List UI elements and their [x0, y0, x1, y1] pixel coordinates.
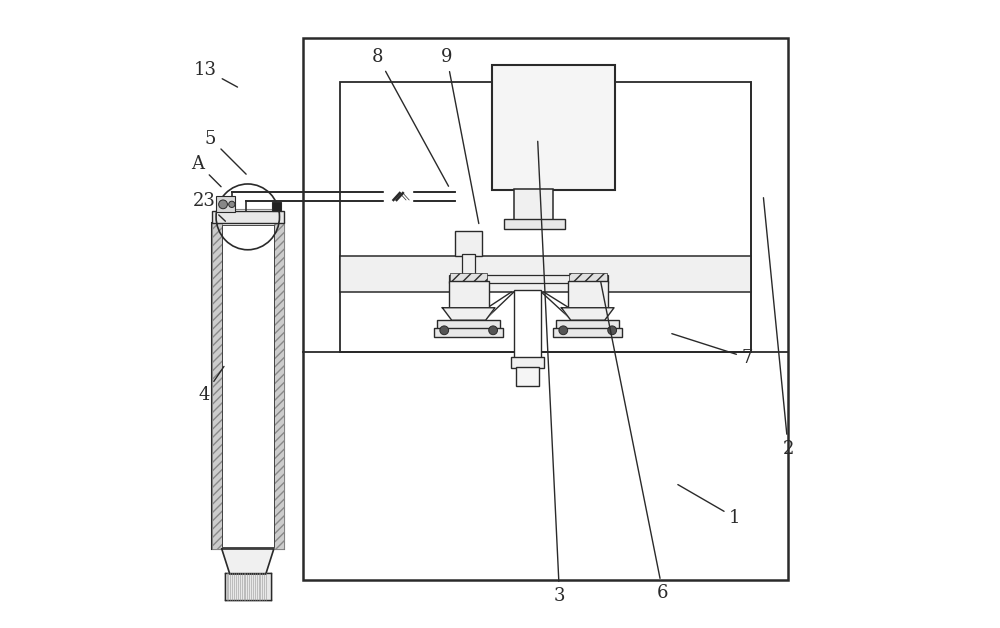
Text: A: A: [191, 154, 221, 187]
Text: 13: 13: [194, 61, 238, 87]
Text: 8: 8: [372, 48, 449, 187]
Bar: [455, 230, 482, 256]
Bar: [437, 320, 500, 329]
Bar: [216, 196, 235, 212]
Bar: [340, 82, 751, 352]
Bar: [556, 320, 619, 329]
Bar: [511, 357, 544, 368]
Bar: [568, 281, 608, 308]
Polygon shape: [222, 549, 274, 574]
Bar: [516, 367, 539, 386]
Polygon shape: [561, 308, 614, 320]
Bar: [514, 188, 553, 221]
Text: 6: 6: [601, 282, 669, 602]
Text: 9: 9: [441, 48, 479, 224]
Text: 2: 2: [763, 198, 794, 458]
Text: 5: 5: [205, 129, 246, 174]
Bar: [553, 328, 622, 337]
Text: 4: 4: [199, 366, 224, 404]
Bar: [212, 210, 284, 223]
Bar: [272, 202, 281, 210]
Bar: [569, 273, 607, 283]
Bar: [450, 273, 487, 283]
Text: 7: 7: [672, 333, 753, 367]
Polygon shape: [442, 308, 495, 320]
Circle shape: [608, 326, 617, 335]
Text: 23: 23: [193, 192, 225, 221]
Text: 1: 1: [678, 485, 741, 527]
Circle shape: [219, 200, 227, 208]
Bar: [274, 223, 284, 549]
Bar: [449, 275, 608, 283]
Text: 3: 3: [538, 141, 565, 605]
Bar: [504, 219, 565, 229]
Bar: [462, 254, 475, 274]
Bar: [212, 223, 284, 549]
Polygon shape: [384, 189, 412, 203]
Bar: [303, 38, 788, 580]
Bar: [222, 225, 274, 547]
Bar: [514, 290, 541, 358]
Bar: [434, 328, 503, 337]
Bar: [492, 65, 615, 190]
Bar: [340, 256, 751, 292]
Circle shape: [559, 326, 568, 335]
Bar: [212, 223, 222, 549]
Bar: [225, 573, 271, 600]
Circle shape: [440, 326, 449, 335]
Bar: [449, 281, 489, 308]
Circle shape: [489, 326, 497, 335]
Circle shape: [229, 201, 235, 207]
